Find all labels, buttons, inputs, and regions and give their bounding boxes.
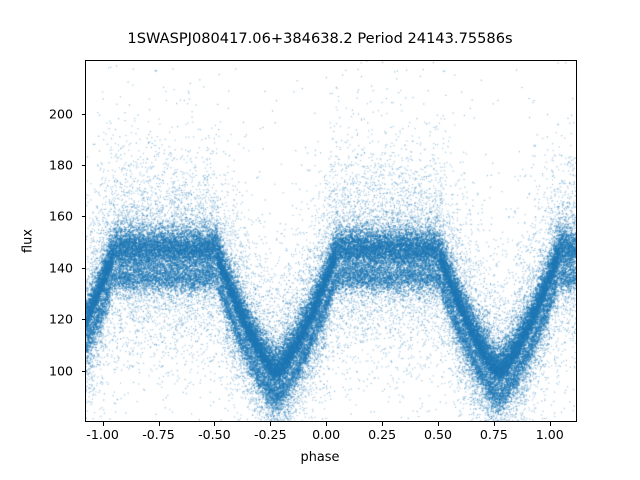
plot-title: 1SWASPJ080417.06+384638.2 Period 24143.7… bbox=[127, 30, 513, 47]
y-tick-mark-140 bbox=[81, 267, 85, 269]
x-tick-mark-025 bbox=[382, 422, 384, 426]
y-tick-mark-100 bbox=[81, 370, 85, 372]
x-tick-mark-050 bbox=[438, 422, 440, 426]
x-axis-label: phase bbox=[300, 450, 340, 465]
x-tick-mark-075 bbox=[493, 422, 495, 426]
x-tick-mark-100 bbox=[549, 422, 551, 426]
y-tick-mark-200 bbox=[81, 113, 85, 115]
y-tick-label-140: 140 bbox=[48, 260, 73, 276]
scatter-points-canvas bbox=[86, 61, 576, 421]
x-tick-label-neg1: -1.00 bbox=[86, 427, 119, 442]
y-tick-label-120: 120 bbox=[48, 311, 73, 327]
x-tick-label-050: 0.50 bbox=[423, 427, 453, 442]
x-tick-label-075: 0.75 bbox=[479, 427, 508, 442]
x-tick-label-neg075: -0.75 bbox=[142, 427, 175, 442]
x-tick-mark-neg075 bbox=[158, 422, 160, 426]
y-tick-mark-120 bbox=[81, 319, 85, 321]
x-tick-label-neg050: -0.50 bbox=[198, 427, 231, 442]
x-tick-mark-neg025 bbox=[270, 422, 272, 426]
y-tick-label-180: 180 bbox=[48, 157, 73, 173]
y-tick-label-160: 160 bbox=[48, 208, 73, 224]
y-axis-label: flux bbox=[20, 229, 36, 253]
plot-axes bbox=[85, 60, 577, 422]
x-tick-label-000: 0.00 bbox=[312, 427, 341, 442]
x-tick-label-025: 0.25 bbox=[368, 427, 397, 442]
x-tick-label-100: 1.00 bbox=[535, 427, 564, 442]
y-tick-label-200: 200 bbox=[48, 106, 73, 121]
x-tick-mark-neg1 bbox=[102, 422, 104, 426]
y-tick-mark-160 bbox=[81, 216, 85, 218]
x-tick-mark-neg050 bbox=[214, 422, 216, 426]
y-tick-label-100: 100 bbox=[48, 363, 73, 378]
x-tick-label-neg025: -0.25 bbox=[254, 427, 287, 442]
y-tick-mark-180 bbox=[81, 164, 85, 166]
x-tick-mark-000 bbox=[326, 422, 328, 426]
